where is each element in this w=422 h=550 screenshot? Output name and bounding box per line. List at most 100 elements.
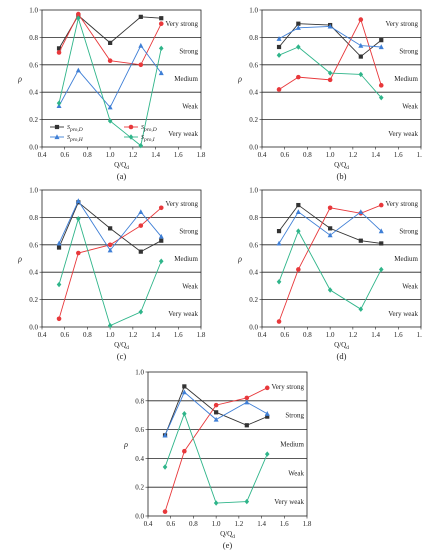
- zone-label: Weak: [288, 469, 304, 477]
- y-tick-label: 0.6: [135, 426, 144, 434]
- plot-frame: [261, 9, 422, 148]
- x-tick-label: 1.6: [394, 331, 403, 339]
- series-1: [276, 202, 384, 246]
- x-tick-label: 1.6: [394, 151, 403, 159]
- data-point: [379, 38, 384, 43]
- data-point: [358, 209, 364, 215]
- series-2: [56, 11, 164, 68]
- y-tick-label: 0.4: [249, 269, 258, 277]
- data-point: [56, 240, 62, 246]
- data-point: [213, 416, 219, 422]
- data-point: [138, 42, 144, 48]
- series-3: [56, 42, 164, 110]
- data-point: [213, 402, 219, 408]
- plot-frame: [147, 371, 308, 517]
- x-tick-label: 1.8: [197, 331, 206, 339]
- panel-caption: (e): [223, 540, 233, 550]
- data-point: [358, 42, 364, 48]
- x-tick-label: 1.2: [348, 151, 357, 159]
- series-3: [276, 23, 384, 50]
- data-point: [107, 104, 113, 110]
- x-tick-label: 0.8: [303, 151, 312, 159]
- y-tick-label: 0.4: [29, 89, 38, 97]
- data-point: [162, 432, 168, 438]
- data-point: [138, 249, 143, 254]
- data-point: [264, 411, 270, 416]
- series-4: [56, 15, 164, 149]
- data-point: [138, 14, 143, 19]
- zone-label: Medium: [394, 255, 418, 263]
- y-axis-label: ρ: [17, 75, 22, 84]
- series-2: [162, 385, 270, 514]
- legend-label: Spro,H: [67, 135, 84, 143]
- data-point: [162, 509, 168, 514]
- data-point: [76, 250, 81, 256]
- x-tick-label: 0.6: [60, 331, 69, 339]
- zone-label: Very strong: [386, 200, 419, 208]
- data-point: [327, 287, 333, 293]
- y-tick-label: 0.0: [29, 144, 38, 152]
- y-tick-label: 0.2: [29, 116, 38, 124]
- data-point: [276, 319, 282, 324]
- x-tick-label: 1.8: [417, 151, 422, 159]
- x-tick-label: 1.2: [128, 331, 137, 339]
- data-point: [75, 67, 81, 73]
- data-point: [56, 50, 62, 55]
- data-point: [276, 240, 282, 246]
- data-point: [276, 36, 282, 41]
- panel-caption: (c): [117, 351, 127, 361]
- y-tick-label: 1.0: [29, 187, 38, 195]
- data-point: [107, 322, 113, 329]
- x-tick-label: 1.0: [106, 331, 115, 339]
- x-tick-label: 0.8: [83, 151, 92, 159]
- data-point: [327, 23, 333, 29]
- y-tick-label: 0.0: [135, 513, 144, 521]
- data-point: [158, 233, 164, 239]
- series-3: [56, 198, 164, 253]
- series-line: [278, 204, 382, 322]
- x-tick-label: 1.0: [326, 151, 335, 159]
- x-axis-label: Q/Qd: [334, 161, 349, 171]
- data-point: [276, 52, 282, 58]
- data-point: [138, 223, 144, 228]
- x-tick-label: 0.8: [83, 331, 92, 339]
- data-point: [358, 71, 364, 78]
- data-point: [138, 62, 144, 68]
- series-3: [162, 389, 270, 438]
- x-tick-label: 1.0: [106, 151, 115, 159]
- data-point: [296, 228, 301, 234]
- x-tick-label: 1.6: [174, 151, 183, 159]
- data-point: [158, 21, 164, 27]
- data-point: [327, 232, 333, 238]
- y-tick-label: 0.2: [249, 116, 258, 124]
- data-point: [56, 316, 62, 322]
- data-point: [56, 245, 62, 250]
- x-tick-label: 1.4: [151, 331, 160, 339]
- x-tick-label: 0.6: [166, 520, 175, 528]
- zone-label: Very strong: [386, 20, 419, 28]
- data-point: [182, 384, 187, 389]
- y-tick-label: 0.8: [29, 214, 38, 222]
- data-point: [276, 229, 282, 234]
- legend-marker: [54, 134, 60, 140]
- legend-marker: [54, 124, 60, 130]
- y-tick-label: 0.8: [249, 34, 258, 42]
- x-tick-label: 1.0: [326, 331, 335, 339]
- data-point: [159, 238, 164, 243]
- plot-frame: [41, 189, 202, 328]
- data-point: [158, 205, 164, 211]
- data-point: [327, 70, 333, 76]
- data-point: [295, 25, 301, 30]
- y-tick-label: 0.0: [249, 144, 258, 152]
- data-point: [138, 209, 144, 215]
- legend-label: Spro,I: [141, 135, 156, 143]
- x-tick-label: 1.8: [303, 520, 312, 528]
- chart-panel-a: 0.4 0.6 0.8 1.0 1.2 1.4 1.6 1.8 0.0 0.2 0.4 0.6 0.8 1…: [17, 7, 206, 182]
- data-point: [75, 198, 81, 204]
- zone-label: Very strong: [166, 20, 199, 28]
- data-point: [378, 94, 384, 101]
- data-point: [107, 58, 113, 63]
- series-2: [276, 17, 384, 92]
- x-tick-label: 0.4: [38, 331, 47, 339]
- x-tick-label: 0.4: [258, 331, 267, 339]
